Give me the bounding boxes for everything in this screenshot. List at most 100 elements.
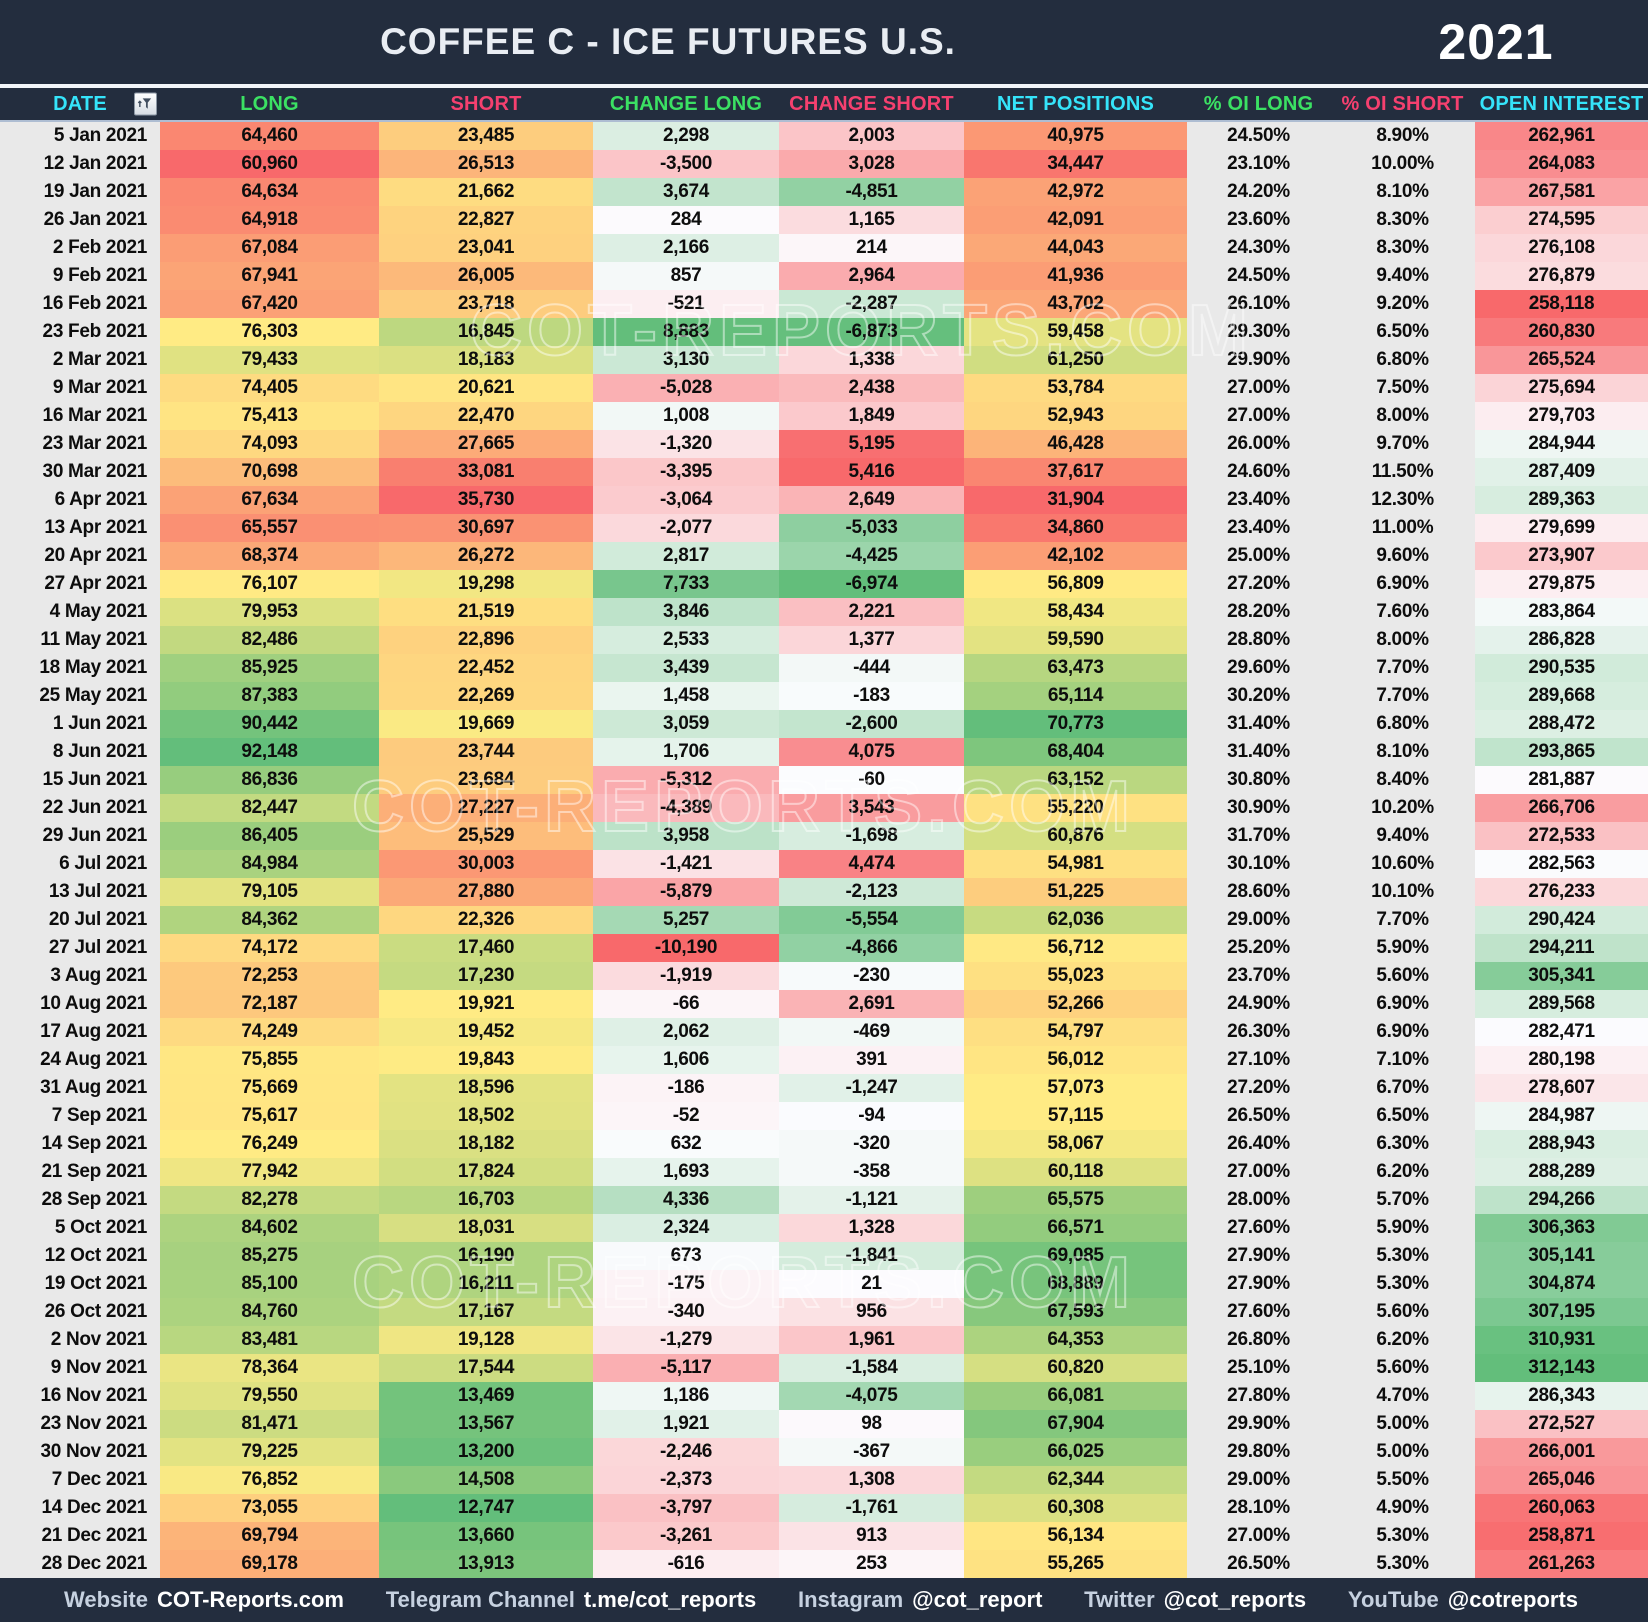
cell-net_positions: 34,860 [964, 514, 1187, 542]
cell-short: 16,190 [379, 1242, 593, 1270]
cell-change_short: -2,600 [779, 710, 964, 738]
cell-change_long: 1,606 [593, 1046, 779, 1074]
cell-pct_oi_long: 29.30% [1187, 318, 1330, 346]
cell-pct_oi_long: 27.20% [1187, 570, 1330, 598]
cell-pct_oi_long: 29.80% [1187, 1438, 1330, 1466]
cell-pct_oi_short: 5.30% [1330, 1242, 1475, 1270]
cell-net_positions: 54,797 [964, 1018, 1187, 1046]
cell-change_short: 2,964 [779, 262, 964, 290]
footer-twitter-link[interactable]: Twitter @cot_reports [1084, 1587, 1306, 1613]
cell-pct_oi_short: 7.50% [1330, 374, 1475, 402]
cell-net_positions: 46,428 [964, 430, 1187, 458]
cell-net_positions: 42,091 [964, 206, 1187, 234]
cell-net_positions: 41,936 [964, 262, 1187, 290]
cell-change_long: -1,919 [593, 962, 779, 990]
cell-pct_oi_short: 8.10% [1330, 178, 1475, 206]
cell-change_long: -340 [593, 1298, 779, 1326]
cell-date: 2 Mar 2021 [0, 346, 160, 374]
cell-pct_oi_short: 5.90% [1330, 934, 1475, 962]
cell-change_long: 2,817 [593, 542, 779, 570]
cell-net_positions: 58,434 [964, 598, 1187, 626]
cell-short: 27,227 [379, 794, 593, 822]
cell-long: 79,433 [160, 346, 379, 374]
cell-long: 86,405 [160, 822, 379, 850]
cell-long: 79,105 [160, 878, 379, 906]
cell-pct_oi_short: 6.20% [1330, 1158, 1475, 1186]
cell-date: 18 May 2021 [0, 654, 160, 682]
cell-open_interest: 274,595 [1475, 206, 1648, 234]
cell-long: 74,249 [160, 1018, 379, 1046]
filter-button[interactable] [134, 92, 157, 116]
table-row: 28 Sep 2021 82,278 16,703 4,336 -1,121 65,575… [0, 1186, 1648, 1214]
cell-change_long: -66 [593, 990, 779, 1018]
cell-pct_oi_short: 10.20% [1330, 794, 1475, 822]
cell-net_positions: 58,067 [964, 1130, 1187, 1158]
cell-change_long: -4,389 [593, 794, 779, 822]
cell-pct_oi_short: 9.70% [1330, 430, 1475, 458]
cell-short: 23,485 [379, 122, 593, 150]
table-row: 7 Sep 2021 75,617 18,502 -52 -94 57,115 26.50%… [0, 1102, 1648, 1130]
cell-short: 27,665 [379, 430, 593, 458]
table-row: 16 Feb 2021 67,420 23,718 -521 -2,287 43,702 2… [0, 290, 1648, 318]
table-row: 15 Jun 2021 86,836 23,684 -5,312 -60 63,152 30… [0, 766, 1648, 794]
cell-long: 90,442 [160, 710, 379, 738]
cell-long: 74,093 [160, 430, 379, 458]
cell-short: 23,684 [379, 766, 593, 794]
cell-long: 76,249 [160, 1130, 379, 1158]
cell-net_positions: 66,025 [964, 1438, 1187, 1466]
cell-date: 16 Mar 2021 [0, 402, 160, 430]
cell-pct_oi_short: 6.90% [1330, 990, 1475, 1018]
footer-value: t.me/cot_reports [583, 1587, 757, 1612]
footer-instagram-link[interactable]: Instagram @cot_report [798, 1587, 1042, 1613]
table-body: COT-REPORTS.COM COT-REPORTS.COM COT-REPO… [0, 122, 1648, 1578]
cell-net_positions: 43,702 [964, 290, 1187, 318]
cell-pct_oi_long: 23.70% [1187, 962, 1330, 990]
cell-open_interest: 276,108 [1475, 234, 1648, 262]
cell-long: 92,148 [160, 738, 379, 766]
cell-pct_oi_long: 23.10% [1187, 150, 1330, 178]
footer-youtube-link[interactable]: YouTube @cotreports [1348, 1587, 1578, 1613]
cell-change_short: 1,849 [779, 402, 964, 430]
table-row: 6 Apr 2021 67,634 35,730 -3,064 2,649 31,904 2… [0, 486, 1648, 514]
cell-pct_oi_short: 8.00% [1330, 402, 1475, 430]
footer-website-link[interactable]: Website COT-Reports.com [64, 1587, 344, 1613]
cell-change_short: -1,841 [779, 1242, 964, 1270]
cell-long: 85,925 [160, 654, 379, 682]
cell-pct_oi_long: 26.40% [1187, 1130, 1330, 1158]
cell-short: 17,824 [379, 1158, 593, 1186]
cell-open_interest: 294,266 [1475, 1186, 1648, 1214]
cell-date: 5 Jan 2021 [0, 122, 160, 150]
cell-long: 72,187 [160, 990, 379, 1018]
cell-pct_oi_long: 31.40% [1187, 738, 1330, 766]
cell-pct_oi_short: 8.30% [1330, 234, 1475, 262]
cell-change_long: 1,693 [593, 1158, 779, 1186]
cell-short: 21,662 [379, 178, 593, 206]
footer-value: @cotreports [1447, 1587, 1578, 1612]
table-row: 28 Dec 2021 69,178 13,913 -616 253 55,265 26.5… [0, 1550, 1648, 1578]
title-divider [0, 84, 1648, 88]
cell-long: 84,760 [160, 1298, 379, 1326]
footer-telegram-link[interactable]: Telegram Channel t.me/cot_reports [386, 1587, 756, 1613]
cell-pct_oi_short: 8.00% [1330, 626, 1475, 654]
cell-pct_oi_short: 11.00% [1330, 514, 1475, 542]
cell-pct_oi_short: 8.90% [1330, 122, 1475, 150]
table-row: 9 Nov 2021 78,364 17,544 -5,117 -1,584 60,820… [0, 1354, 1648, 1382]
cell-change_short: -1,121 [779, 1186, 964, 1214]
cell-change_short: -5,554 [779, 906, 964, 934]
cell-pct_oi_short: 5.60% [1330, 1354, 1475, 1382]
cell-net_positions: 60,820 [964, 1354, 1187, 1382]
cell-pct_oi_short: 6.90% [1330, 1018, 1475, 1046]
cell-date: 9 Mar 2021 [0, 374, 160, 402]
cell-open_interest: 286,828 [1475, 626, 1648, 654]
cell-date: 8 Jun 2021 [0, 738, 160, 766]
cell-short: 13,660 [379, 1522, 593, 1550]
cell-open_interest: 279,875 [1475, 570, 1648, 598]
cell-date: 13 Jul 2021 [0, 878, 160, 906]
table-row: 3 Aug 2021 72,253 17,230 -1,919 -230 55,023 23… [0, 962, 1648, 990]
cell-net_positions: 63,473 [964, 654, 1187, 682]
cell-pct_oi_short: 5.30% [1330, 1550, 1475, 1578]
cell-open_interest: 278,607 [1475, 1074, 1648, 1102]
cell-change_short: 1,338 [779, 346, 964, 374]
cell-open_interest: 264,083 [1475, 150, 1648, 178]
table-row: 12 Jan 2021 60,960 26,513 -3,500 3,028 34,447… [0, 150, 1648, 178]
